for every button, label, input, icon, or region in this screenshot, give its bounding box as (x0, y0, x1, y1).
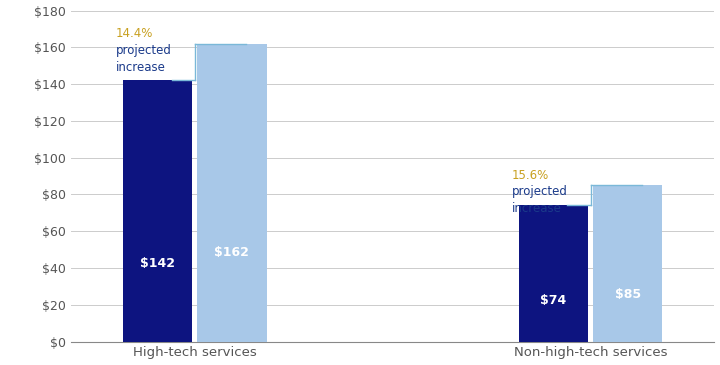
Text: $142: $142 (140, 257, 175, 270)
Text: projected
increase: projected increase (512, 185, 568, 215)
Text: 15.6%: 15.6% (512, 169, 549, 181)
Text: $162: $162 (215, 246, 249, 259)
Bar (123, 80, 192, 342)
Text: 14.4%: 14.4% (116, 27, 153, 40)
Bar (197, 44, 266, 342)
Text: projected
increase: projected increase (116, 44, 172, 74)
Text: $85: $85 (615, 288, 641, 301)
Text: $74: $74 (541, 294, 567, 307)
Bar (593, 185, 662, 342)
Bar (519, 205, 588, 342)
